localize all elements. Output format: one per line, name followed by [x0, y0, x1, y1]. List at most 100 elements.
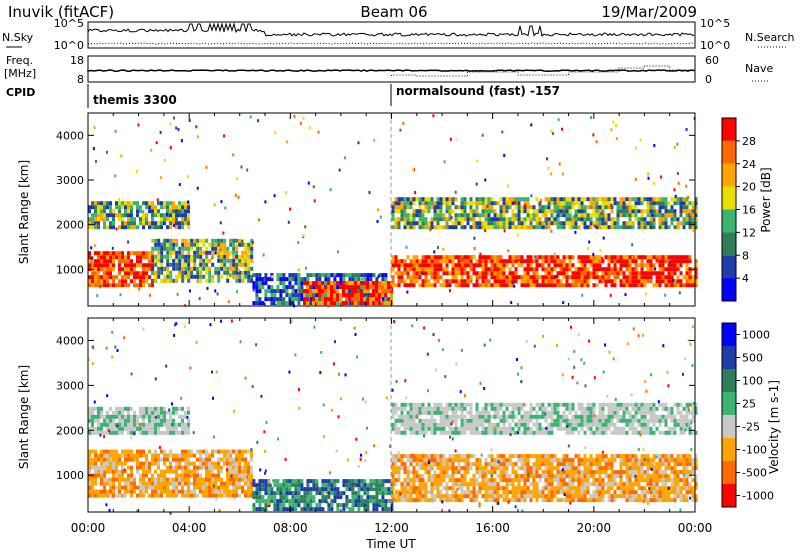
data-cell [484, 267, 488, 272]
data-cell [384, 277, 388, 282]
data-cell [592, 263, 596, 268]
data-cell [384, 281, 387, 286]
data-cell [91, 205, 94, 210]
data-cell [276, 479, 280, 484]
data-cell [520, 458, 524, 463]
data-cell [433, 259, 437, 264]
data-cell [682, 201, 686, 206]
data-speck [377, 208, 380, 212]
data-cell [394, 201, 398, 206]
data-cell [163, 453, 166, 458]
data-cell [652, 478, 656, 483]
data-cell [610, 454, 614, 459]
data-cell [571, 197, 575, 202]
data-speck [553, 252, 556, 256]
data-cell [199, 489, 202, 494]
data-cell [685, 474, 689, 479]
data-cell [112, 493, 115, 498]
data-cell [652, 209, 656, 214]
data-speck [206, 286, 209, 290]
data-cell [142, 485, 145, 490]
data-speck [513, 198, 516, 202]
data-cell [235, 270, 239, 275]
data-cell [363, 293, 367, 298]
data-cell [691, 494, 695, 499]
data-cell [481, 209, 485, 214]
data-speck [205, 165, 208, 169]
data-cell [520, 263, 524, 268]
data-cell [190, 461, 193, 466]
data-cell [421, 498, 425, 503]
data-cell [282, 285, 286, 290]
data-cell [517, 275, 521, 280]
data-cell [94, 205, 97, 210]
data-cell [139, 406, 142, 411]
data-cell [487, 197, 491, 202]
data-cell [625, 213, 629, 218]
data-cell [154, 213, 157, 218]
data-cell [175, 258, 179, 263]
data-cell [250, 242, 254, 247]
data-cell [640, 474, 644, 479]
data-cell [469, 197, 473, 202]
data-cell [400, 422, 404, 427]
freq-label-2: [MHz] [4, 67, 36, 80]
data-cell [357, 479, 361, 484]
data-cell [568, 283, 572, 288]
data-cell [577, 458, 581, 463]
data-cell [103, 449, 106, 454]
data-cell [649, 474, 653, 479]
data-cell [345, 301, 348, 306]
data-cell [175, 493, 178, 498]
data-cell [583, 205, 587, 210]
data-cell [214, 238, 218, 243]
data-cell [463, 454, 467, 459]
data-cell [193, 461, 196, 466]
data-cell [339, 495, 343, 500]
data-cell [571, 470, 575, 475]
data-cell [676, 462, 680, 467]
data-cell [607, 259, 611, 264]
data-cell [291, 289, 295, 294]
data-cell [223, 266, 227, 271]
data-cell [412, 402, 416, 407]
data-cell [475, 201, 479, 206]
data-cell [300, 289, 304, 294]
data-cell [694, 486, 698, 491]
data-speck [161, 242, 164, 246]
data-cell [670, 267, 674, 272]
data-cell [403, 422, 407, 427]
data-cell [505, 279, 509, 284]
data-cell [151, 453, 154, 458]
data-cell [604, 221, 608, 226]
data-cell [484, 490, 488, 495]
data-cell [378, 487, 382, 492]
data-cell [517, 474, 521, 479]
data-cell [318, 301, 321, 306]
data-cell [571, 221, 575, 226]
data-cell [574, 478, 578, 483]
data-cell [115, 275, 118, 280]
data-cell [529, 466, 533, 471]
data-cell [214, 485, 217, 490]
data-cell [375, 301, 378, 306]
data-cell [595, 486, 599, 491]
data-cell [145, 205, 148, 210]
data-cell [661, 486, 665, 491]
data-cell [553, 478, 557, 483]
data-cell [424, 406, 428, 411]
data-cell [366, 499, 370, 504]
data-cell [652, 225, 656, 230]
data-cell [202, 250, 206, 255]
data-cell [315, 297, 318, 302]
data-cell [391, 267, 395, 272]
data-cell [127, 201, 130, 206]
data-speck [610, 128, 613, 132]
data-cell [484, 205, 488, 210]
data-cell [535, 213, 539, 218]
data-cell [241, 242, 245, 247]
data-cell [544, 478, 548, 483]
data-cell [418, 209, 422, 214]
data-cell [451, 267, 455, 272]
